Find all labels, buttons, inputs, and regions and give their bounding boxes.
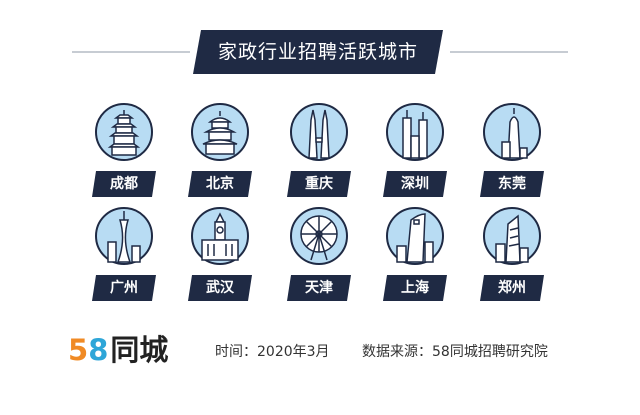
canton-tower-icon — [94, 206, 154, 266]
city-name: 成都 — [110, 176, 138, 192]
city-tag: 天津 — [287, 275, 351, 301]
twin-towers-icon — [289, 102, 349, 162]
logo-digit-8: 8 — [88, 333, 109, 367]
city-name: 上海 — [401, 280, 429, 296]
page-title: 家政行业招聘活跃城市 — [217, 41, 418, 63]
temple-of-heaven-icon — [190, 102, 250, 162]
office-tower-icon — [482, 206, 542, 266]
city-card-shenzhen: 深圳 — [373, 102, 457, 212]
logo-name: 同城 — [110, 333, 169, 367]
city-card-wuhan: 武汉 — [178, 206, 262, 316]
logo-text: 58同城 — [68, 330, 168, 370]
city-tag: 广州 — [92, 275, 156, 301]
city-tag: 重庆 — [287, 171, 351, 197]
tower-icon — [482, 102, 542, 162]
city-card-beijing: 北京 — [178, 102, 262, 212]
city-name: 广州 — [110, 280, 138, 296]
ferris-wheel-icon — [289, 206, 349, 266]
shanghai-tower-icon — [385, 206, 445, 266]
logo-58tongcheng: 58同城 — [68, 330, 198, 370]
pagoda-icon — [94, 102, 154, 162]
city-name: 郑州 — [498, 280, 526, 296]
city-name: 深圳 — [401, 176, 429, 192]
city-name: 武汉 — [206, 280, 234, 296]
city-card-chongqing: 重庆 — [277, 102, 361, 212]
title-box-shape — [193, 30, 443, 74]
clock-building-icon — [190, 206, 250, 266]
skyscrapers-icon — [385, 102, 445, 162]
city-tag: 成都 — [92, 171, 156, 197]
city-tag: 郑州 — [480, 275, 544, 301]
city-card-tianjin: 天津 — [277, 206, 361, 316]
title-box: 家政行业招聘活跃城市 — [193, 30, 443, 74]
city-card-chengdu: 成都 — [82, 102, 166, 212]
title-divider-right — [450, 51, 568, 53]
footer-time: 时间：2020年3月 — [215, 344, 330, 360]
city-tag: 北京 — [188, 171, 252, 197]
city-name: 北京 — [206, 176, 234, 192]
city-name: 天津 — [305, 280, 333, 296]
city-tag: 武汉 — [188, 275, 252, 301]
city-tag: 东莞 — [480, 171, 544, 197]
city-tag: 深圳 — [383, 171, 447, 197]
city-card-zhengzhou: 郑州 — [470, 206, 554, 316]
logo-digit-5: 5 — [68, 333, 89, 367]
city-card-dongguan: 东莞 — [470, 102, 554, 212]
city-card-guangzhou: 广州 — [82, 206, 166, 316]
title-divider-left — [72, 51, 190, 53]
city-card-shanghai: 上海 — [373, 206, 457, 316]
city-name: 东莞 — [498, 176, 526, 192]
city-tag: 上海 — [383, 275, 447, 301]
city-name: 重庆 — [305, 176, 333, 192]
title-banner: 家政行业招聘活跃城市 — [0, 30, 640, 74]
footer-source: 数据来源：58同城招聘研究院 — [362, 344, 548, 360]
